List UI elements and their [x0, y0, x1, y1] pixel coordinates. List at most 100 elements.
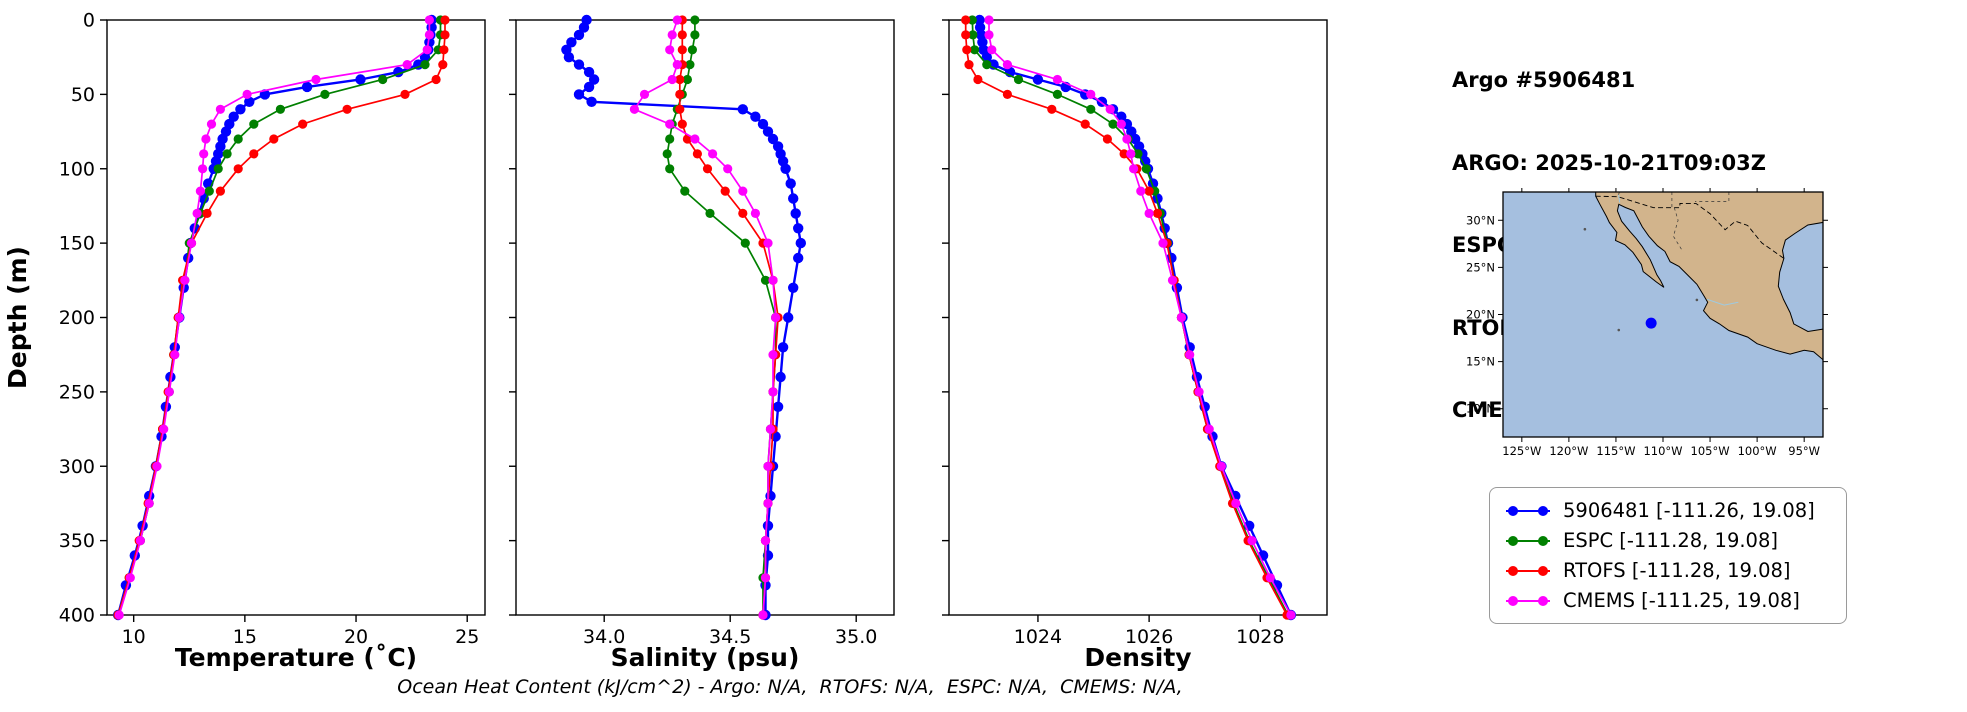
series-marker: [737, 104, 748, 115]
series-marker: [690, 134, 700, 144]
series-marker: [738, 208, 748, 218]
series-marker: [378, 74, 388, 85]
lat-tick-label: 15°N: [1466, 355, 1495, 369]
series-marker: [440, 15, 450, 25]
series-marker: [1216, 461, 1226, 471]
us-mexico-border: [1595, 195, 1785, 259]
ohc-footnote: Ocean Heat Content (kJ/cm^2) - Argo: N/A…: [397, 676, 1183, 698]
series-marker: [424, 30, 434, 40]
series-marker: [400, 89, 410, 99]
legend-item: CMEMS [-111.25, 19.08]: [1504, 589, 1832, 612]
series-cmems: [629, 15, 781, 620]
state-border: [1695, 192, 1730, 202]
depth-tick-label: 250: [59, 381, 95, 403]
x-tick-label: 25: [455, 626, 479, 648]
series-marker: [750, 111, 761, 122]
series-marker: [1144, 208, 1154, 218]
series-marker: [438, 60, 448, 70]
y-axis-label: Depth (m): [3, 246, 32, 389]
series-marker: [768, 350, 778, 360]
x-axis-label: Temperature (˚C): [175, 643, 417, 672]
series-marker: [775, 371, 786, 383]
series-marker: [768, 387, 778, 397]
subplot-density: 1024 1026 1028 Density: [942, 14, 1328, 672]
depth-tick-label: 100: [59, 158, 95, 180]
series-marker: [206, 119, 217, 129]
series-marker: [665, 119, 675, 129]
series-marker: [757, 118, 769, 130]
series-marker: [723, 164, 733, 174]
series-marker: [795, 237, 806, 249]
series-marker: [573, 29, 585, 41]
legend-marker: [1506, 595, 1550, 606]
series-marker: [244, 96, 255, 108]
series-marker: [682, 74, 693, 85]
series-marker: [275, 104, 285, 114]
series-marker: [1136, 186, 1146, 196]
series-marker: [961, 15, 971, 25]
timestamp-argo: ARGO: 2025-10-21T09:03Z: [1452, 150, 1766, 175]
series-marker: [639, 89, 650, 99]
series-marker: [311, 74, 321, 85]
series-marker: [198, 164, 208, 174]
series-marker: [419, 52, 431, 63]
series-marker: [1013, 74, 1024, 85]
series-marker: [1129, 164, 1139, 174]
series-line: [118, 20, 431, 616]
legend-marker: [1506, 565, 1550, 576]
lon-tick-label: 95°W: [1788, 444, 1820, 458]
legend-marker: [1506, 535, 1550, 546]
x-tick-label: 20: [344, 626, 368, 648]
island-dot: [1617, 328, 1621, 332]
series-marker: [785, 178, 796, 189]
x-tick-label: 15: [233, 626, 257, 648]
series-marker: [793, 223, 804, 234]
lat-tick-label: 25°N: [1466, 260, 1495, 274]
series-marker: [677, 45, 687, 55]
series-marker: [677, 119, 687, 129]
series-marker: [159, 424, 169, 434]
river: [1707, 298, 1739, 306]
lon-tick-label: 120°W: [1549, 444, 1588, 458]
series-marker: [788, 282, 799, 293]
series-marker: [1108, 119, 1118, 129]
series-marker: [563, 52, 575, 63]
series-marker: [672, 60, 682, 70]
lon-tick-label: 110°W: [1643, 444, 1682, 458]
lon-tick-label: 125°W: [1502, 444, 1541, 458]
series-marker: [431, 74, 441, 85]
series-marker: [1194, 387, 1204, 397]
lon-tick-label: 100°W: [1738, 444, 1777, 458]
plot-frame: [106, 19, 486, 616]
series-marker: [629, 104, 640, 114]
legend-label: ESPC [-111.28, 19.08]: [1563, 529, 1778, 552]
series-marker: [665, 164, 675, 174]
series-marker: [573, 89, 585, 100]
series-marker: [269, 134, 279, 144]
series-marker: [1052, 89, 1062, 99]
series-marker: [685, 60, 695, 70]
series-marker: [1086, 89, 1096, 99]
x-tick-label: 34.0: [583, 626, 625, 648]
series-marker: [1105, 104, 1115, 114]
series-rtofs: [961, 15, 1292, 620]
legend-label: CMEMS [-111.25, 19.08]: [1563, 589, 1800, 612]
series-marker: [233, 134, 243, 144]
series-line: [633, 19, 777, 616]
series-marker: [690, 15, 700, 25]
series-marker: [1133, 149, 1143, 159]
series-marker: [566, 37, 577, 48]
series-marker: [1126, 149, 1136, 159]
series-cmems: [114, 15, 434, 620]
series-marker: [767, 133, 779, 145]
series-marker: [961, 30, 971, 40]
series-marker: [1247, 536, 1257, 546]
map-land: [1595, 191, 1824, 361]
series-marker: [1141, 164, 1151, 174]
series-marker: [692, 149, 703, 159]
series-marker: [422, 45, 432, 55]
series-marker: [573, 59, 585, 70]
legend-box: 5906481 [-111.26, 19.08] ESPC [-111.28, 1…: [1489, 487, 1847, 624]
series-marker: [675, 89, 685, 99]
